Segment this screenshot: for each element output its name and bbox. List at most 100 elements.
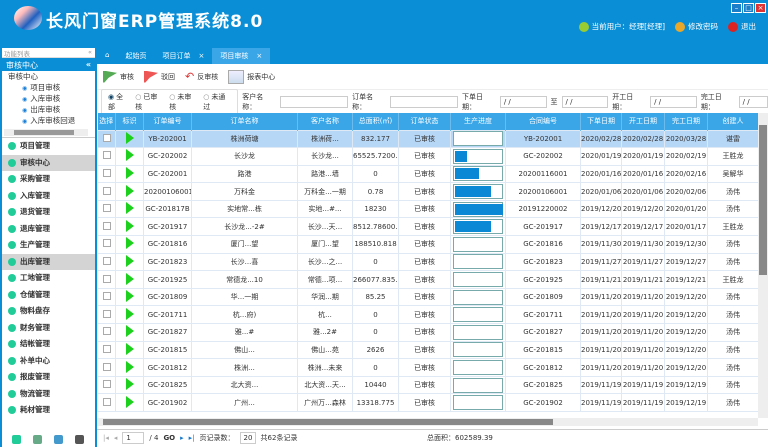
table-row[interactable]: GC-201825 北大资... 北大资...天... 10440 已审核 GC-2018… <box>97 375 758 395</box>
sidebar-item[interactable]: 物流管理 <box>2 386 95 403</box>
maximize-button[interactable]: □ <box>743 3 754 13</box>
table-row[interactable]: GC-201817B 实地常...栋 实地...#... 18230 已审核 201912… <box>97 199 758 219</box>
tab-1[interactable]: 项目订单 × <box>154 48 212 64</box>
tab-2[interactable]: 项目审核 × <box>212 48 271 64</box>
row-checkbox[interactable] <box>102 292 111 301</box>
select-cell[interactable] <box>97 164 116 184</box>
status-radio[interactable]: 未审核 <box>169 92 197 112</box>
table-row[interactable]: GC-202001 路港 路港...墙 0 已审核 20200116001 2020/01/… <box>97 164 758 184</box>
sidebar-item[interactable]: 项目管理 <box>2 138 95 155</box>
sidebar-item[interactable]: 生产管理 <box>2 237 95 254</box>
next-page-button[interactable]: ▸ <box>180 433 184 442</box>
select-cell[interactable] <box>97 323 116 342</box>
sidebar-item[interactable]: 工地管理 <box>2 270 95 287</box>
select-cell[interactable] <box>97 358 116 377</box>
column-header[interactable]: 标识 <box>115 113 144 130</box>
tree-item[interactable]: 项目审核 <box>8 82 95 93</box>
select-cell[interactable] <box>97 182 116 201</box>
row-checkbox[interactable] <box>102 256 111 265</box>
select-cell[interactable] <box>97 305 116 325</box>
table-row[interactable]: GC-201711 杭...府) 杭... 0 已审核 GC-201711 2019/11/… <box>97 305 758 325</box>
unapprove-button[interactable]: ↶ 反审核 <box>185 70 219 83</box>
minimize-button[interactable]: – <box>731 3 742 13</box>
table-row[interactable]: YB-202001 株洲荷塘 株洲荷... 832.177 已审核 YB-202001 20… <box>97 129 758 149</box>
status-radio[interactable]: 未通过 <box>203 92 231 112</box>
row-checkbox[interactable] <box>102 221 111 230</box>
column-header[interactable]: 完工日期 <box>664 113 708 130</box>
column-header[interactable]: 客户名称 <box>297 113 353 130</box>
sidebar-item[interactable]: 入库管理 <box>2 188 95 205</box>
sidebar-item[interactable]: 采购管理 <box>2 171 95 188</box>
vertical-scrollbar[interactable] <box>758 113 768 418</box>
select-cell[interactable] <box>97 217 116 237</box>
select-cell[interactable] <box>97 252 116 272</box>
sidebar-item[interactable]: 结帐管理 <box>2 336 95 353</box>
table-row[interactable]: GC-201815 佛山... 佛山...苑 2626 已审核 GC-201815 2019… <box>97 340 758 360</box>
sidebar-item[interactable]: 报废管理 <box>2 369 95 386</box>
order-name-input[interactable] <box>390 96 458 108</box>
row-checkbox[interactable] <box>102 151 111 160</box>
leaf-icon[interactable] <box>54 435 63 444</box>
table-row[interactable]: GC-201823 长沙...喜 长沙...之... 0 已审核 GC-201823 201… <box>97 252 758 272</box>
approve-button[interactable]: 审核 <box>103 70 134 83</box>
sidebar-item[interactable]: 仓储管理 <box>2 287 95 304</box>
tree-item[interactable]: 入库审核 <box>8 93 95 104</box>
go-button[interactable]: GO <box>163 433 176 442</box>
select-cell[interactable] <box>97 287 116 307</box>
close-button[interactable]: × <box>755 3 766 13</box>
row-checkbox[interactable] <box>102 274 111 283</box>
tree-scrollbar[interactable] <box>4 129 88 136</box>
close-tab-icon[interactable]: × <box>256 52 263 60</box>
select-cell[interactable] <box>97 235 116 254</box>
order-date-to[interactable]: / / <box>561 96 609 108</box>
select-cell[interactable] <box>97 270 116 289</box>
table-row[interactable]: GC-201917 长沙龙...-2# 长沙...天... 8512.78600...… <box>97 217 758 237</box>
row-checkbox[interactable] <box>102 397 111 406</box>
sidebar-item[interactable]: 退库管理 <box>2 221 95 238</box>
select-cell[interactable] <box>97 147 116 166</box>
close-tab-icon[interactable]: × <box>198 52 205 60</box>
page-size-input[interactable]: 20 <box>239 431 256 444</box>
cart-icon[interactable] <box>33 435 42 444</box>
table-row[interactable]: GC-201925 常德龙...10 常德...项... 266077.835... 已… <box>97 270 758 289</box>
last-page-button[interactable]: ▸| <box>188 433 195 442</box>
table-row[interactable]: 20200106001 万科金 万科金...一期 0.78 已审核 20200106001… <box>97 182 758 201</box>
row-checkbox[interactable] <box>102 362 111 371</box>
row-checkbox[interactable] <box>102 380 111 389</box>
select-cell[interactable] <box>97 199 116 219</box>
select-cell[interactable] <box>97 375 116 395</box>
table-row[interactable]: GC-202002 长沙龙 长沙龙... 65525.7200... 已审核 GC-202… <box>97 147 758 166</box>
horizontal-scrollbar[interactable] <box>97 418 758 426</box>
column-header[interactable]: 生产进度 <box>450 113 506 130</box>
row-checkbox[interactable] <box>102 344 111 353</box>
select-cell[interactable] <box>97 340 116 360</box>
sidebar-item[interactable]: 退货管理 <box>2 204 95 221</box>
row-checkbox[interactable] <box>102 309 111 318</box>
tree-root[interactable]: 审核中心 <box>8 72 38 81</box>
select-cell[interactable] <box>97 393 116 412</box>
table-row[interactable]: GC-201827 雅...# 雅...2# 0 已审核 GC-201827 2019/11… <box>97 323 758 342</box>
sidebar-item[interactable]: 物料盘存 <box>2 303 95 320</box>
change-password-link[interactable]: 修改密码 <box>675 21 718 32</box>
table-row[interactable]: GC-201902 广州... 广州万...森林 13318.775 已审核 GC-201… <box>97 393 758 412</box>
column-header[interactable]: 订单状态 <box>398 113 451 130</box>
column-header[interactable]: 下单日期 <box>580 113 622 130</box>
row-checkbox[interactable] <box>102 204 111 213</box>
row-checkbox[interactable] <box>102 168 111 177</box>
row-checkbox[interactable] <box>102 133 111 142</box>
status-radio[interactable]: 已审核 <box>135 92 163 112</box>
reject-button[interactable]: 驳回 <box>144 70 175 83</box>
sidebar-item[interactable]: 补单中心 <box>2 353 95 370</box>
column-header[interactable]: 总面积(㎡) <box>352 113 399 130</box>
table-row[interactable]: GC-201812 株洲... 株洲...未来 0 已审核 GC-201812 2019/1… <box>97 358 758 377</box>
table-row[interactable]: GC-201816 厦门...望 厦门...望 188510.818 已审核 GC-201… <box>97 235 758 254</box>
column-header[interactable]: 选择 <box>97 113 116 130</box>
collapse-button[interactable]: « <box>85 60 91 69</box>
sidebar-item[interactable]: 出库管理 <box>2 253 95 270</box>
status-radio[interactable]: 全部 <box>108 92 129 112</box>
sidebar-item[interactable]: 耗材管理 <box>2 402 95 419</box>
select-cell[interactable] <box>97 129 116 149</box>
sidebar-item[interactable]: 财务管理 <box>2 320 95 337</box>
row-checkbox[interactable] <box>102 327 111 336</box>
start-date-input[interactable]: / / <box>650 96 697 108</box>
